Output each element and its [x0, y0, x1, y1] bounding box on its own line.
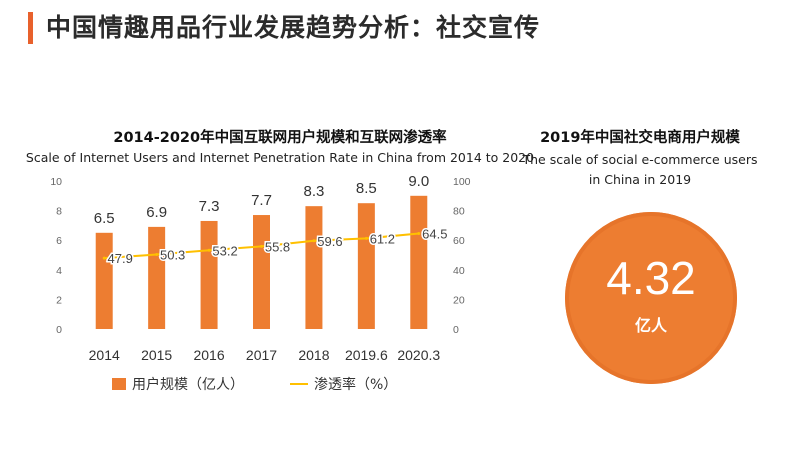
bar-value-label: 8.5 [356, 180, 377, 197]
x-tick-label: 2015 [141, 347, 172, 363]
bar-value-label: 9.0 [408, 173, 429, 190]
penetration-rate-point [155, 253, 159, 257]
title-accent-bar [28, 12, 33, 44]
y-right-tick-label: 60 [453, 235, 465, 247]
bar-2018 [305, 206, 323, 329]
bar-value-label: 8.3 [303, 183, 324, 200]
bar-2014 [95, 232, 113, 329]
y-right-tick-label: 20 [453, 294, 465, 306]
social-ecommerce-users-unit: 亿人 [634, 316, 667, 335]
penetration-rate-point [364, 236, 368, 240]
y-left-tick-label: 8 [56, 206, 62, 218]
y-right-tick-label: 0 [453, 324, 459, 336]
x-tick-label: 2020.3 [397, 347, 440, 363]
social-ecommerce-title: 2019年中国社交电商用户规模 [540, 130, 740, 146]
bar-value-label: 7.7 [251, 192, 272, 209]
y-left-tick-label: 2 [56, 294, 62, 306]
chart-title: 2014-2020年中国互联网用户规模和互联网渗透率 [113, 130, 447, 146]
penetration-rate-point [312, 239, 316, 243]
page-title: 中国情趣用品行业发展趋势分析：社交宣传 [46, 13, 541, 42]
x-tick-label: 2014 [89, 347, 120, 363]
social-ecommerce-subtitle-line1: The scale of social e-commerce users [522, 152, 758, 167]
legend-bar-swatch [112, 378, 126, 390]
y-left-tick-label: 4 [56, 265, 62, 277]
x-tick-label: 2017 [246, 347, 277, 363]
penetration-rate-point [102, 256, 106, 260]
y-right-tick-label: 40 [453, 265, 465, 277]
legend-line-label: 渗透率（%） [314, 376, 397, 393]
value-circle: 4.32 亿人 [565, 212, 737, 384]
social-ecommerce-users-value: 4.32 [606, 252, 696, 304]
bar-2020.3 [410, 195, 428, 329]
chart-subtitle: Scale of Internet Users and Internet Pen… [25, 150, 535, 165]
x-tick-label: 2016 [193, 347, 224, 363]
bar-2015 [148, 226, 166, 329]
line-value-label: 59.6 [317, 234, 342, 249]
penetration-rate-point [260, 244, 263, 248]
line-value-label: 61.2 [370, 231, 395, 246]
bar-value-label: 7.3 [199, 198, 220, 215]
line-value-label: 47.9 [108, 251, 133, 266]
y-left-tick-label: 0 [56, 324, 62, 336]
line-value-label: 53.2 [212, 243, 237, 258]
y-right-tick-label: 100 [453, 176, 471, 188]
x-tick-label: 2019.6 [345, 347, 388, 363]
bar-2016 [200, 220, 218, 329]
legend-bar-label: 用户规模（亿人） [132, 376, 244, 393]
y-left-tick-label: 6 [56, 235, 62, 247]
bar-value-label: 6.5 [94, 210, 115, 227]
bar-value-label: 6.9 [146, 204, 167, 221]
line-value-label: 50.3 [160, 248, 185, 263]
penetration-rate-point [207, 248, 211, 252]
x-tick-label: 2018 [298, 347, 329, 363]
y-left-tick-label: 10 [50, 176, 62, 188]
y-right-tick-label: 80 [453, 206, 465, 218]
bar-2019.6 [357, 203, 375, 329]
line-value-label: 55.8 [265, 239, 290, 254]
social-ecommerce-subtitle-line2: in China in 2019 [588, 172, 692, 187]
bar-2017 [253, 215, 270, 329]
penetration-rate-point [417, 232, 421, 236]
line-value-label: 64.5 [422, 227, 447, 242]
